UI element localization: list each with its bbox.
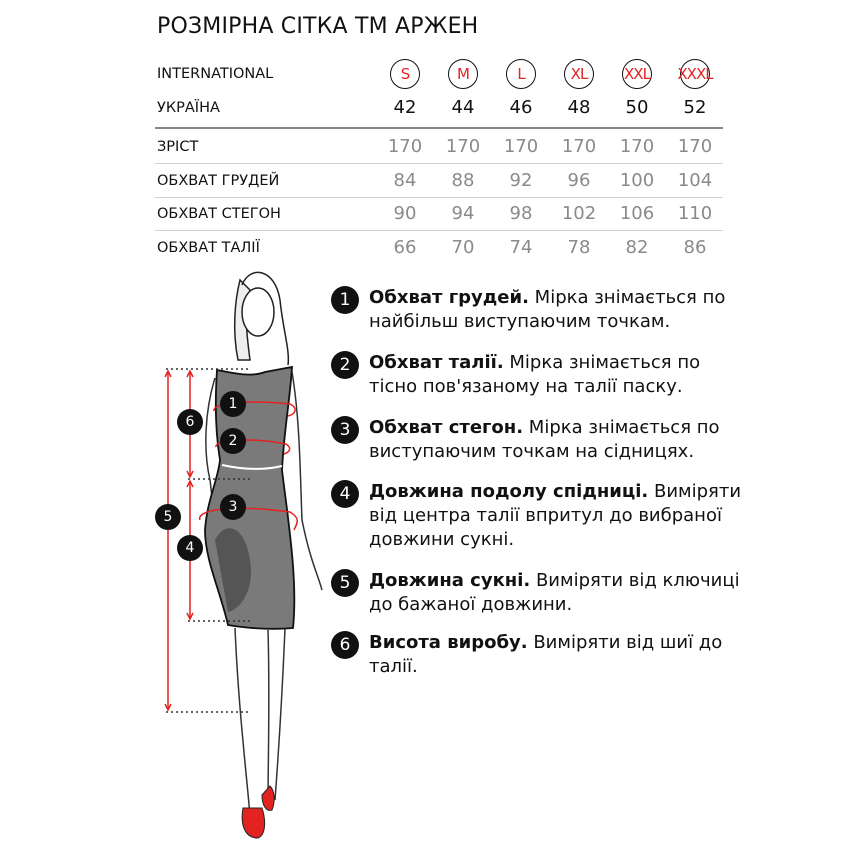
legend-item: Обхват талії. Мірка знімається по тісно … [369,351,749,399]
legend-term: Довжина сукні. [369,570,531,591]
table-cell: 170 [677,136,713,157]
right-arm [291,371,323,591]
legend-description: Виміряти від ключиці до бажаної довжини. [369,570,740,615]
table-cell: 98 [509,203,533,224]
legend-item: Висота виробу. Виміряти від шиї до талії… [369,631,749,679]
row-divider [155,230,723,231]
figure-marker-6: 6 [177,409,203,435]
table-cell: 94 [451,203,475,224]
table-cell: 86 [683,237,707,258]
table-divider [155,127,723,129]
page-title: РОЗМІРНА СІТКА ТМ АРЖЕН [157,14,479,39]
legend-description: Виміряти від центра талії впритул до виб… [369,481,742,550]
table-cell: 110 [677,203,713,224]
table-cell: 92 [509,170,533,191]
size-badge-xxxl: XXXL [677,59,714,89]
measurement-guides [166,368,250,713]
head [241,287,275,337]
row-label: ОБХВАТ ГРУДЕЙ [157,173,280,189]
row-divider [155,163,723,164]
table-cell: 170 [561,136,597,157]
legend-term: Довжина подолу спідниці. [369,481,649,502]
row-divider [155,197,723,198]
size-badge-l: L [506,59,536,89]
size-badge-xl: XL [564,59,594,89]
legend-number: 6 [331,631,359,659]
ukraine-size: 50 [625,97,649,118]
ukraine-size: 44 [451,97,475,118]
row-label: ОБХВАТ ТАЛІЇ [157,240,260,256]
table-cell: 170 [387,136,423,157]
table-cell: 82 [625,237,649,258]
table-cell: 70 [451,237,475,258]
legend-item: Обхват стегон. Мірка знімається по висту… [369,416,749,464]
table-cell: 88 [451,170,475,191]
international-label: INTERNATIONAL [157,66,274,82]
size-badge-m: M [448,59,478,89]
ukraine-size: 42 [393,97,417,118]
legend-number: 4 [331,480,359,508]
dress-shadow [215,528,251,612]
legend-item: Довжина сукні. Виміряти від ключиці до б… [369,569,749,617]
right-shoe [261,785,275,811]
table-cell: 74 [509,237,533,258]
legend-description: Мірка знімається по тісно пов'язаному на… [369,352,701,397]
table-cell: 78 [567,237,591,258]
legend-description: Виміряти від шиї до талії. [369,632,723,677]
ukraine-size: 52 [683,97,707,118]
table-cell: 96 [567,170,591,191]
table-cell: 170 [619,136,655,157]
figure-marker-3: 3 [220,494,246,520]
table-cell: 100 [619,170,655,191]
figure-marker-5: 5 [155,504,181,530]
legend-item: Обхват грудей. Мірка знімається по найбі… [369,286,749,334]
legend-description: Мірка знімається по виступаючим точкам н… [369,417,720,462]
table-cell: 102 [561,203,597,224]
table-cell: 84 [393,170,417,191]
legend-item: Довжина подолу спідниці. Виміряти від це… [369,480,749,552]
row-label: ЗРІСТ [157,139,199,155]
size-badge-xxl: XXL [622,59,652,89]
legend-term: Обхват стегон. [369,417,524,438]
legend-number: 5 [331,569,359,597]
ukraine-label: УКРАЇНА [157,100,220,116]
table-cell: 66 [393,237,417,258]
figure-marker-2: 2 [220,428,246,454]
legs [234,627,286,816]
legend-description: Мірка знімається по найбільш виступаючим… [369,287,726,332]
table-cell: 90 [393,203,417,224]
figure-marker-1: 1 [220,391,246,417]
legend-number: 3 [331,416,359,444]
table-cell: 106 [619,203,655,224]
legend-term: Висота виробу. [369,632,528,653]
row-label: ОБХВАТ СТЕГОН [157,206,281,222]
table-cell: 104 [677,170,713,191]
legend-term: Обхват грудей. [369,287,529,308]
figure-marker-4: 4 [177,535,203,561]
legend-term: Обхват талії. [369,352,504,373]
size-badge-s: S [390,59,420,89]
table-cell: 170 [503,136,539,157]
legend-number: 1 [331,286,359,314]
legend-number: 2 [331,351,359,379]
ukraine-size: 48 [567,97,591,118]
table-cell: 170 [445,136,481,157]
ukraine-size: 46 [509,97,533,118]
left-shoe [241,807,266,839]
